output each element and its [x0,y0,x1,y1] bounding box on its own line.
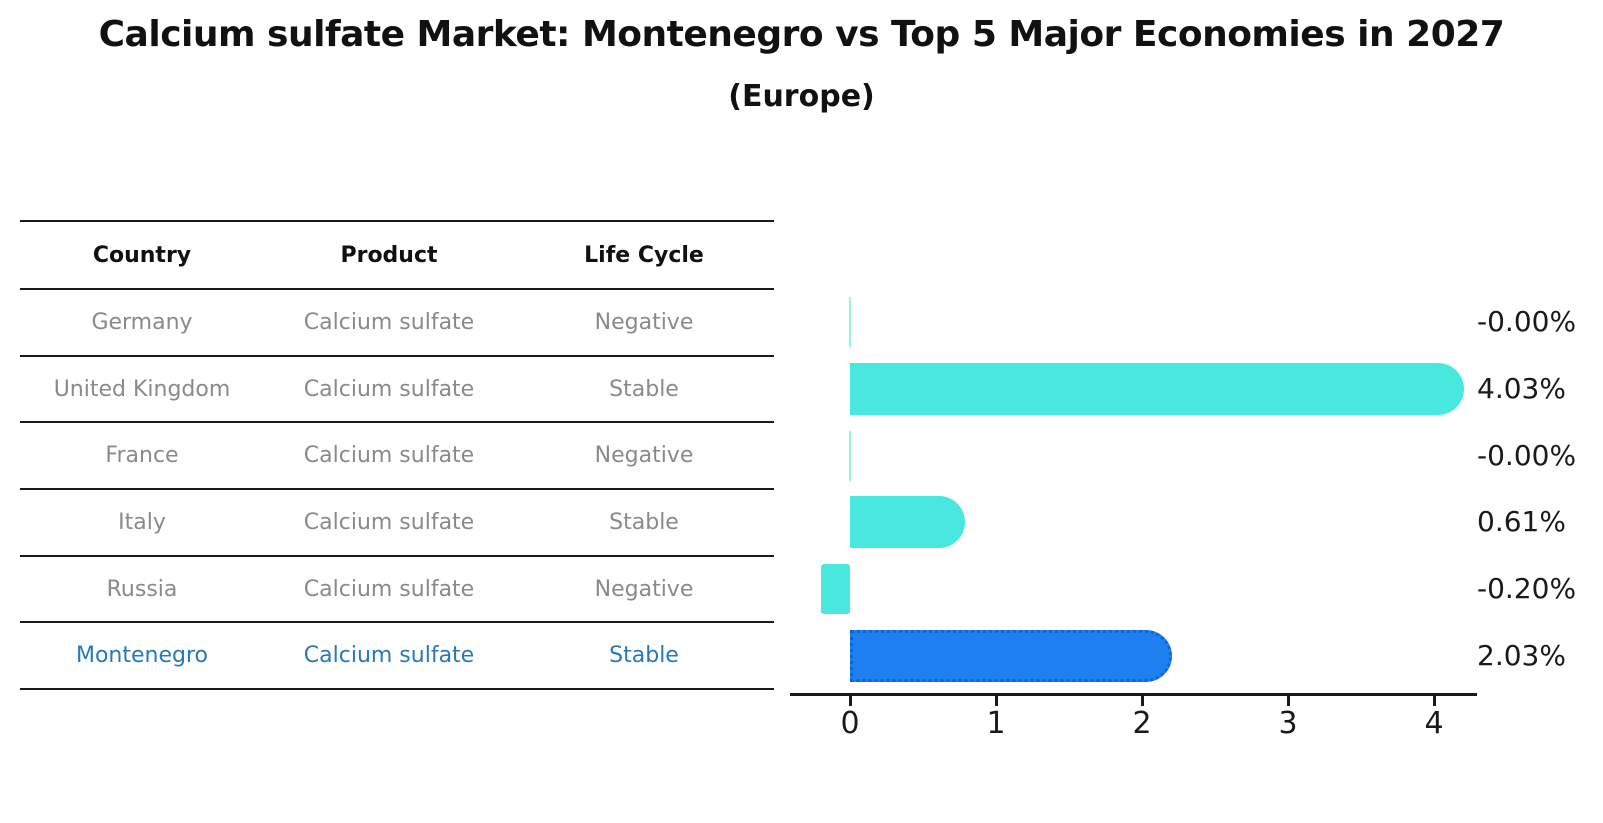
x-axis-tick-label: 4 [1424,706,1444,741]
table-cell-life-cycle: Stable [609,376,679,402]
x-axis-tick [1140,696,1144,706]
table-cell-country: Russia [106,576,178,602]
bar-germany [849,297,851,347]
table-cell-country: France [105,443,179,469]
column-header-country: Country [92,242,192,268]
table-cell-life-cycle: Stable [609,509,679,535]
x-axis-tick-label: 1 [986,706,1006,741]
table-cell-life-cycle: Stable [609,643,679,669]
x-axis-tick [848,696,852,706]
bar-value-label: -0.00% [1477,438,1577,472]
table-cell-country: Germany [91,309,193,335]
table-cell-country: United Kingdom [53,376,231,402]
x-axis-tick-label: 2 [1132,706,1152,741]
bar-france [849,430,851,481]
table-row: Montenegro Calcium sulfate Stable [20,623,774,691]
table-cell-country: Italy [118,509,166,535]
x-axis-tick [1286,696,1290,706]
table-cell-product: Calcium sulfate [303,643,475,669]
bar-value-label: 0.61% [1477,505,1566,539]
bar-italy [850,496,966,549]
bar-value-label: 2.03% [1477,639,1566,672]
bar-value-label: -0.00% [1477,305,1577,338]
bar-montenegro [850,630,1173,682]
table-row: Italy Calcium sulfate Stable [20,490,774,557]
table-cell-country: Montenegro [75,643,208,669]
x-axis-tick-label: 0 [840,706,860,741]
table-cell-life-cycle: Negative [594,443,694,469]
x-axis [790,693,1477,696]
table-header-row: Country Product Life Cycle [20,222,774,290]
bar-value-label: -0.20% [1477,572,1577,606]
x-axis-tick [1432,696,1436,706]
table-cell-product: Calcium sulfate [303,576,475,602]
table-cell-life-cycle: Negative [594,576,694,602]
table-cell-product: Calcium sulfate [303,509,475,535]
table-cell-product: Calcium sulfate [303,309,475,335]
bar-value-label: 4.03% [1477,371,1566,405]
column-header-life-cycle: Life Cycle [584,242,704,268]
table-row: Russia Calcium sulfate Negative [20,557,774,624]
table-row: France Calcium sulfate Negative [20,423,774,491]
x-axis-tick [994,696,998,706]
chart-title: Calcium sulfate Market: Montenegro vs To… [98,14,1505,55]
table-cell-product: Calcium sulfate [303,443,475,469]
table-cell-product: Calcium sulfate [303,376,475,402]
chart-subtitle: (Europe) [728,79,875,114]
country-table: Country Product Life Cycle Germany Calciu… [20,220,774,691]
table-row: United Kingdom Calcium sulfate Stable [20,357,774,424]
column-header-product: Product [340,242,438,268]
table-body: Germany Calcium sulfate Negative United Kin… [20,290,774,691]
x-axis-tick-label: 3 [1278,706,1298,741]
table-row: Germany Calcium sulfate Negative [20,290,774,357]
table-cell-life-cycle: Negative [594,309,694,335]
bar-united-kingdom [850,362,1465,415]
bar-russia [820,564,850,615]
